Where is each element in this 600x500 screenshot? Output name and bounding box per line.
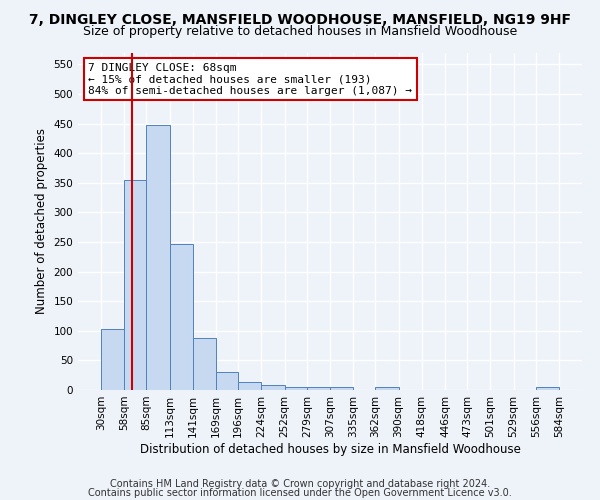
Bar xyxy=(170,244,193,390)
Bar xyxy=(238,382,262,390)
Bar xyxy=(330,387,353,390)
Text: Contains public sector information licensed under the Open Government Licence v3: Contains public sector information licen… xyxy=(88,488,512,498)
Y-axis label: Number of detached properties: Number of detached properties xyxy=(35,128,48,314)
Text: 7, DINGLEY CLOSE, MANSFIELD WOODHOUSE, MANSFIELD, NG19 9HF: 7, DINGLEY CLOSE, MANSFIELD WOODHOUSE, M… xyxy=(29,12,571,26)
Text: Contains HM Land Registry data © Crown copyright and database right 2024.: Contains HM Land Registry data © Crown c… xyxy=(110,479,490,489)
Bar xyxy=(216,372,238,390)
Bar xyxy=(101,329,124,390)
Bar xyxy=(124,180,146,390)
Bar xyxy=(193,338,216,390)
Bar xyxy=(284,387,307,390)
Bar xyxy=(146,124,170,390)
Bar xyxy=(536,387,559,390)
Text: Size of property relative to detached houses in Mansfield Woodhouse: Size of property relative to detached ho… xyxy=(83,25,517,38)
Text: 7 DINGLEY CLOSE: 68sqm
← 15% of detached houses are smaller (193)
84% of semi-de: 7 DINGLEY CLOSE: 68sqm ← 15% of detached… xyxy=(88,62,412,96)
Bar xyxy=(376,387,398,390)
Bar xyxy=(307,387,330,390)
X-axis label: Distribution of detached houses by size in Mansfield Woodhouse: Distribution of detached houses by size … xyxy=(140,442,520,456)
Bar xyxy=(262,384,284,390)
